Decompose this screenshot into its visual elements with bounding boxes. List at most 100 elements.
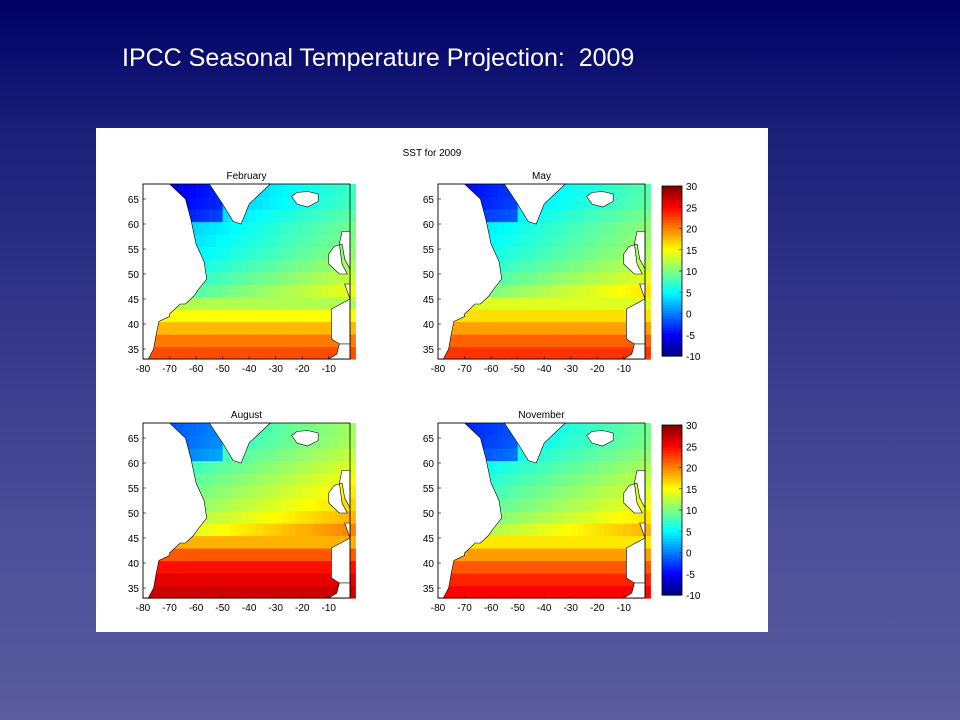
sst-cell <box>557 560 565 574</box>
sst-cell <box>564 473 572 487</box>
sst-cell <box>262 321 270 335</box>
sst-cell <box>544 585 552 599</box>
colorbar-tick-label: 20 <box>686 464 698 475</box>
sst-cell <box>564 485 572 499</box>
colorbar-step <box>662 535 682 539</box>
sst-cell <box>557 573 565 587</box>
sst-cell <box>610 573 618 587</box>
x-tick-label: -70 <box>457 364 472 375</box>
sst-cell <box>315 535 323 549</box>
sst-cell <box>235 284 244 298</box>
sst-cell <box>550 334 559 348</box>
sst-cell <box>282 346 290 360</box>
sst-cell <box>550 284 559 298</box>
panel-title: August <box>231 410 262 421</box>
sst-cell <box>269 284 277 298</box>
sst-cell <box>497 548 505 562</box>
sst-cell <box>577 184 585 198</box>
sst-cell <box>322 184 330 198</box>
sst-cell <box>610 284 618 298</box>
sst-cell <box>544 535 552 549</box>
sst-cell <box>275 460 283 474</box>
sst-cell <box>189 460 197 474</box>
sst-cell <box>497 460 505 474</box>
sst-cell <box>537 523 545 537</box>
sst-cell <box>643 485 651 499</box>
panel-august <box>142 422 356 599</box>
sst-cell <box>269 498 277 512</box>
sst-cell <box>544 321 552 335</box>
colorbar-step <box>662 481 682 486</box>
sst-cell <box>275 346 283 360</box>
sst-cell <box>590 221 598 235</box>
colorbar-tick-label: 15 <box>686 485 698 496</box>
sst-cell <box>517 498 525 512</box>
sst-cell <box>570 334 578 348</box>
sst-cell <box>282 334 290 348</box>
sst-cell <box>328 221 337 235</box>
sst-cell <box>215 473 224 487</box>
land-iceland <box>291 430 319 447</box>
sst-cell <box>176 585 184 599</box>
sst-cell <box>335 423 343 437</box>
sst-cell <box>229 221 237 235</box>
sst-cell <box>583 259 592 273</box>
sst-cell <box>623 334 632 348</box>
sst-cell <box>302 221 310 235</box>
sst-cell <box>643 510 651 524</box>
sst-cell <box>623 523 632 537</box>
x-tick-label: -80 <box>431 603 446 614</box>
sst-cell <box>510 448 519 462</box>
sst-cell <box>342 259 350 273</box>
sst-cell <box>242 523 250 537</box>
sst-cell <box>262 435 270 449</box>
sst-cell <box>288 423 297 437</box>
y-tick-label: 55 <box>128 484 140 495</box>
sst-cell <box>590 573 598 587</box>
sst-cell <box>255 573 264 587</box>
colorbar-step <box>662 572 682 576</box>
sst-cell <box>209 259 217 273</box>
sst-cell <box>202 246 210 260</box>
sst-cell <box>570 209 578 223</box>
sst-cell <box>348 498 356 512</box>
land-europe <box>328 231 351 345</box>
sst-cell <box>597 498 605 512</box>
sst-cell <box>189 321 197 335</box>
sst-cell <box>510 271 519 285</box>
sst-cell <box>202 423 210 437</box>
sst-cell <box>282 423 290 437</box>
sst-cell <box>550 498 559 512</box>
sst-cell <box>504 485 512 499</box>
x-tick-label: -70 <box>162 603 177 614</box>
sst-cell <box>524 560 532 574</box>
sst-cell <box>189 435 197 449</box>
sst-cell <box>202 259 210 273</box>
sst-cell <box>603 548 612 562</box>
sst-cell <box>617 523 625 537</box>
colorbar-step <box>662 231 682 235</box>
y-tick-label: 40 <box>423 559 435 570</box>
sst-cell <box>583 498 592 512</box>
sst-cell <box>623 346 632 360</box>
sst-cell <box>550 196 559 210</box>
sst-cell <box>557 548 565 562</box>
sst-cell <box>315 196 323 210</box>
sst-cell <box>597 271 605 285</box>
sst-cell <box>610 321 618 335</box>
sst-cell <box>342 221 350 235</box>
sst-cell <box>215 460 224 474</box>
sst-cell <box>196 196 204 210</box>
sst-cell <box>610 435 618 449</box>
sst-cell <box>215 296 224 310</box>
sst-cell <box>524 309 532 323</box>
sst-cell <box>275 473 283 487</box>
sst-cell <box>348 184 356 198</box>
sst-cell <box>637 510 645 524</box>
sst-cell <box>550 246 559 260</box>
sst-cell <box>630 234 638 248</box>
colorbar-step <box>662 217 682 221</box>
sst-cell <box>315 510 323 524</box>
sst-cell <box>315 448 323 462</box>
sst-cell <box>544 473 552 487</box>
